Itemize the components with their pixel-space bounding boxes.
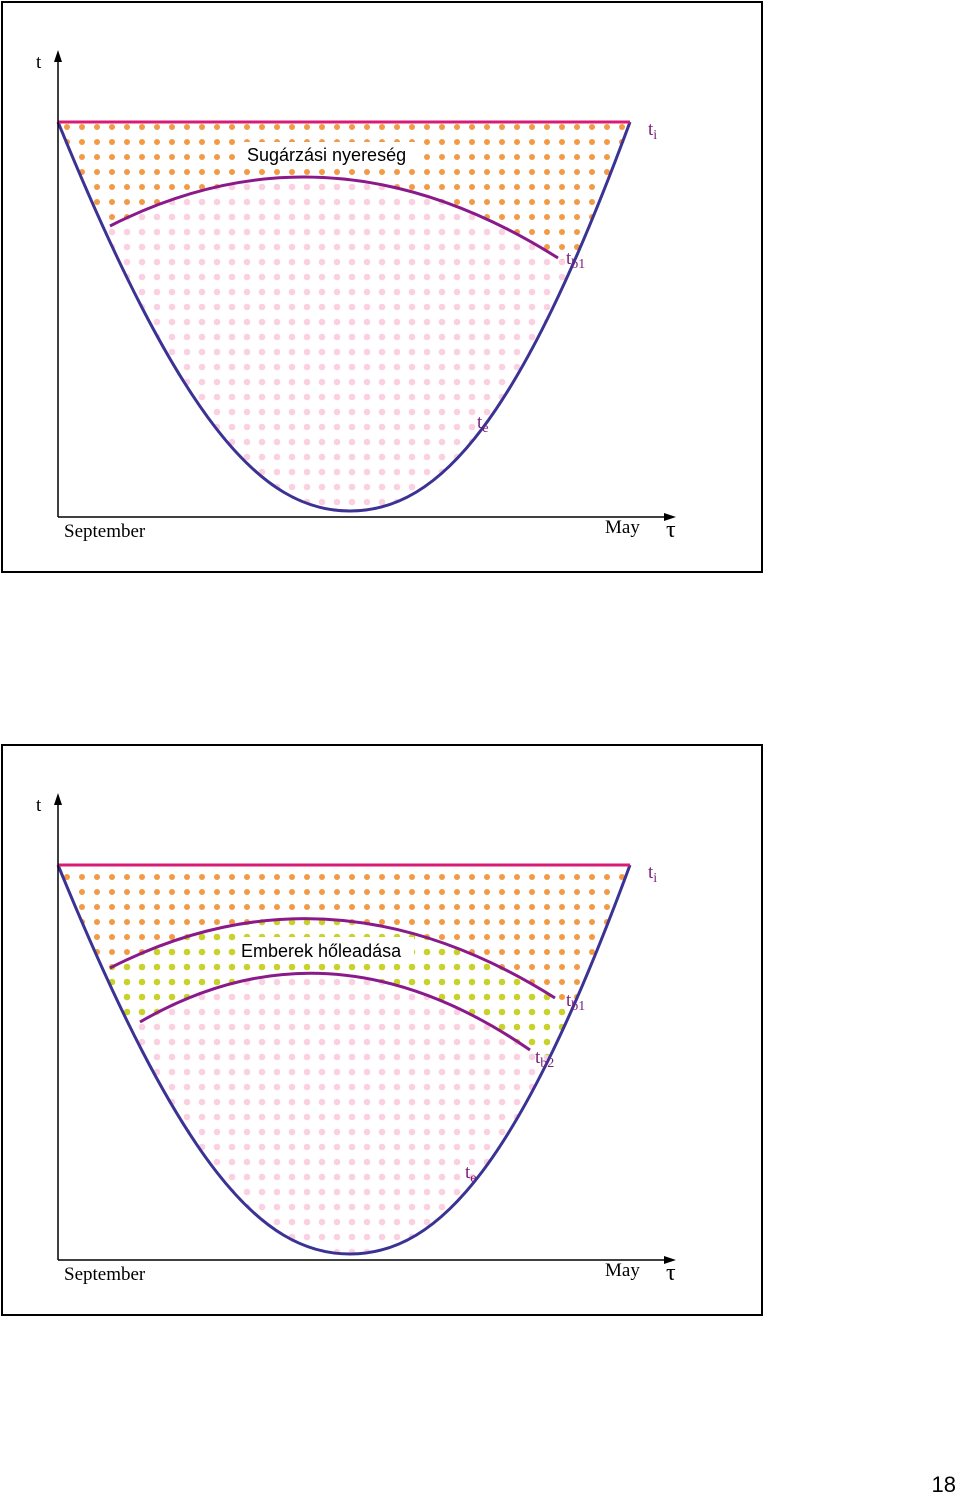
arrow (664, 1256, 676, 1264)
tb2-label: tb2 (535, 1047, 554, 1071)
arrow (664, 513, 676, 521)
ti-label: ti (648, 862, 657, 886)
annotation: Emberek hőleadása (241, 941, 402, 961)
tb1-curve (109, 917, 556, 1000)
x-label: τ (666, 1260, 676, 1286)
x-start: September (64, 1264, 146, 1285)
y-label: t (36, 795, 42, 816)
arrow (54, 793, 62, 805)
annotation-box (242, 142, 418, 168)
te-curve (56, 864, 632, 1256)
te-curve (56, 121, 632, 513)
tb1-label: tb1 (566, 248, 585, 272)
tb1-curve (109, 175, 559, 260)
panel: t τ September May ti tb1 te Sugárzási ny… (1, 1, 763, 573)
annotation-box (236, 937, 414, 964)
x-start: September (64, 521, 146, 542)
ti-label: ti (648, 119, 657, 143)
annotation: Sugárzási nyereség (247, 145, 406, 165)
panel: t τ September May ti tb1 tb2 te Emberek … (1, 744, 763, 1316)
page-number: 18 (932, 1472, 956, 1497)
arrow (54, 50, 62, 62)
tb1-label: tb1 (566, 990, 585, 1014)
y-label: t (36, 52, 42, 73)
te-label: te (477, 412, 489, 436)
x-label: τ (666, 517, 676, 543)
tb2-curve (139, 971, 531, 1052)
x-end: May (605, 517, 640, 538)
x-end: May (605, 1260, 640, 1281)
te-label: te (465, 1162, 477, 1186)
